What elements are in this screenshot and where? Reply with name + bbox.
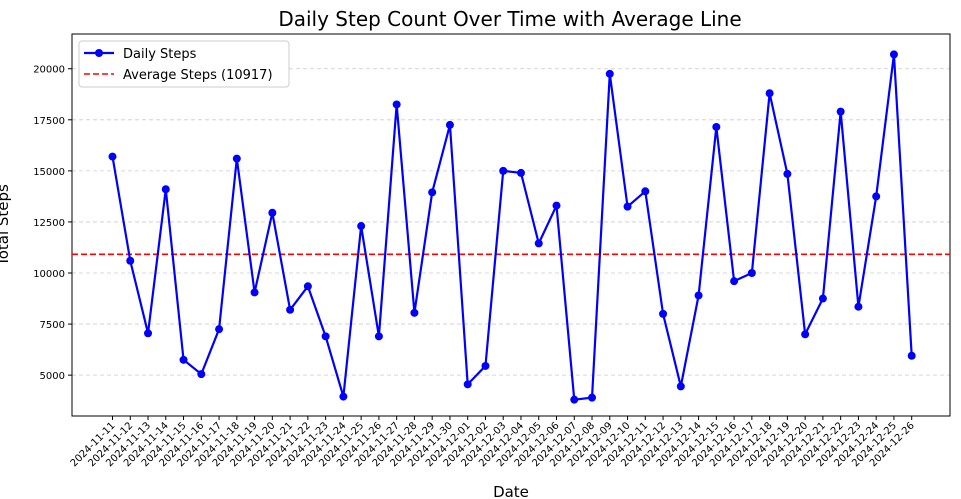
data-point [623,202,632,211]
legend: Daily Steps Average Steps (10917) [78,40,290,88]
x-axis-label: Date [493,483,529,499]
data-point [392,100,401,109]
y-tick-label: 15000 [33,167,65,178]
data-point [801,330,810,339]
legend-box [78,40,290,88]
data-point [481,361,490,370]
data-point [907,351,916,360]
data-point [747,269,756,278]
y-axis-label: Total Steps [0,184,12,267]
y-tick-label: 7500 [40,320,65,331]
data-point [232,154,241,163]
data-point [286,305,295,314]
data-point [730,277,739,286]
data-point [765,89,774,98]
data-point [570,395,579,404]
data-point [836,107,845,116]
data-point [215,325,224,334]
data-point [588,393,597,402]
data-point [872,192,881,201]
data-point [179,355,188,364]
y-tick-label: 20000 [33,65,65,76]
data-point [659,309,668,318]
series-line-daily-steps [111,53,913,401]
data-point [641,187,650,196]
data-point [374,332,383,341]
data-point [676,382,685,391]
data-point [694,291,703,300]
data-point [144,329,153,338]
data-point [534,239,543,248]
y-tick-label: 10000 [33,269,65,280]
data-point [410,308,419,317]
data-point [818,294,827,303]
y-tick-label: 5000 [40,371,65,382]
data-point [516,168,525,177]
data-point [268,208,277,217]
data-point [357,222,366,231]
grid-lines [72,68,950,376]
data-point [250,288,259,297]
data-point [889,50,898,59]
data-point [161,185,170,194]
data-point [197,370,206,379]
data-point [321,332,330,341]
x-axis-ticks: 2024-11-112024-11-122024-11-132024-11-14… [69,416,917,469]
data-point [712,122,721,131]
data-point [463,380,472,389]
data-point [499,166,508,175]
y-tick-label: 17500 [33,116,65,127]
legend-marker-daily-steps [95,49,103,57]
data-point [445,120,454,129]
data-point [108,152,117,161]
legend-label-daily-steps: Daily Steps [123,47,197,62]
chart-title: Daily Step Count Over Time with Average … [278,7,741,31]
data-point [552,201,561,210]
data-point [605,69,614,78]
legend-label-average: Average Steps (10917) [123,68,273,83]
y-tick-label: 12500 [33,218,65,229]
plot-area [71,33,951,417]
data-point [428,188,437,197]
series-layer [108,50,916,404]
data-point [339,392,348,401]
data-point [854,302,863,311]
data-point [303,282,312,291]
data-point [126,256,135,265]
data-point [783,169,792,178]
y-axis-ticks: 5000 7500 10000 12500 15000 17500 20000 [33,65,72,382]
